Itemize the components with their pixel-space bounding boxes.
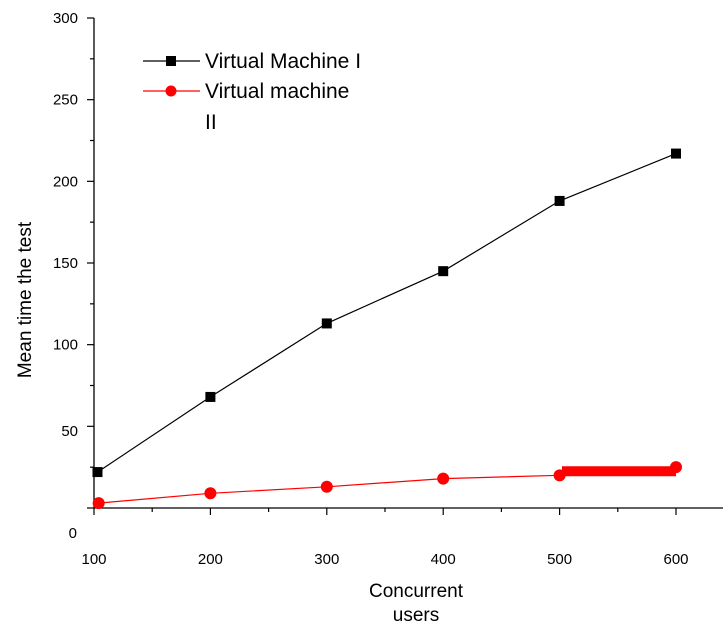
legend: Virtual Machine I Virtual machine II (143, 50, 361, 134)
series-1-point-5 (671, 148, 681, 159)
ticks (87, 17, 677, 515)
legend-marker-series-1 (166, 56, 176, 66)
legend-marker-series-2 (165, 85, 177, 97)
legend-label-series-2-line-1: Virtual machine (205, 80, 349, 103)
x-tick-label-500: 500 (547, 551, 572, 568)
series-1-point-1 (205, 391, 216, 402)
y-tick-label-200: 200 (53, 173, 78, 190)
y-tick-label-250: 250 (53, 92, 78, 109)
x-tick-label-600: 600 (663, 551, 688, 568)
y-axis-title: Mean time the test (15, 221, 36, 378)
legend-label-series-1: Virtual Machine I (205, 50, 361, 73)
x-tick-label-200: 200 (198, 551, 223, 568)
y-tick-label-100: 100 (53, 337, 78, 354)
series-1-point-2 (321, 318, 332, 329)
annotation-bar-0 (561, 466, 676, 477)
series-layer (92, 148, 682, 510)
annotation-layer (561, 466, 676, 477)
x-axis-title-line-2: users (393, 605, 439, 626)
x-tick-label-100: 100 (81, 551, 106, 568)
y-tick-label-50: 50 (61, 423, 78, 440)
x-axis-title-line-1: Concurrent (369, 581, 464, 602)
series-1 (92, 148, 681, 478)
series-2-point-3 (437, 472, 450, 485)
series-2-point-0 (92, 497, 105, 510)
series-2-point-2 (320, 480, 333, 493)
series-1-point-4 (554, 195, 565, 206)
x-tick-label-400: 400 (431, 551, 456, 568)
series-2-point-1 (204, 487, 217, 500)
x-tick-label-300: 300 (314, 551, 339, 568)
y-tick-label-0: 0 (69, 525, 77, 542)
tick-labels: 100 200 300 400 500 600 0 50 100 150 200 250 300 (53, 10, 689, 568)
legend-label-series-2-line-2: II (205, 111, 217, 134)
y-tick-label-300: 300 (53, 10, 78, 27)
series-1-line (97, 153, 677, 473)
series-1-point-0 (92, 467, 103, 478)
y-tick-label-150: 150 (53, 255, 78, 272)
series-1-point-3 (438, 266, 449, 277)
